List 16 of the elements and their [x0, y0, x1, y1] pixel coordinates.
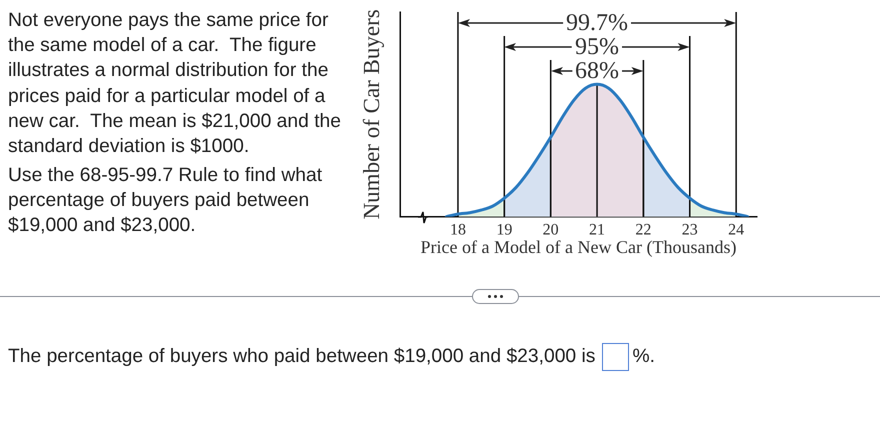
x-tick-label: 21	[589, 222, 606, 239]
text: Not everyone pays the same price for the same model of a car. The figure illustrates a normal distribution for the prices paid for a particular model of a new car. The mean is $21,000 and the standard deviation is $1000.	[8, 9, 342, 160]
band-label: 99.7%	[566, 10, 628, 36]
x-tick-label: 19	[496, 222, 512, 239]
x-tick-label: 20	[542, 222, 559, 239]
x-tick-label: 23	[682, 222, 698, 239]
x-tick-label: 22	[635, 222, 652, 239]
band-label: 95%	[575, 34, 620, 60]
x-axis-title: Price of a Model of a New Car (Thousands)	[420, 236, 736, 257]
text: %.	[632, 346, 655, 368]
y-axis-title: Number of Car Buyers	[358, 9, 384, 220]
text: The percentage of buyers who paid between $19,000 and $23,000 is	[8, 346, 596, 368]
x-tick-label: 18	[450, 222, 466, 239]
x-tick-label: 24	[728, 222, 744, 239]
band-label: 68%	[575, 58, 620, 84]
text: Use the 68-95-99.7 Rule to find what percentage of buyers paid between $19,000 and $23,000.	[8, 164, 324, 238]
